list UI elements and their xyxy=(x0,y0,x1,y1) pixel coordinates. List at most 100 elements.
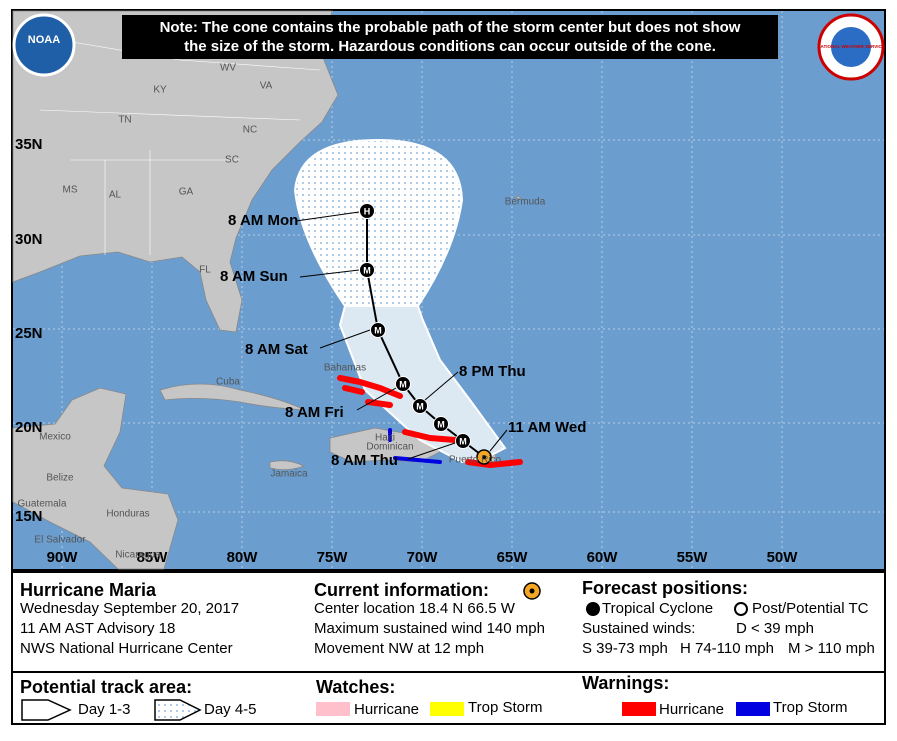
legend-panel xyxy=(11,571,886,725)
place-label: TN xyxy=(118,115,131,126)
lon-label: 80W xyxy=(227,549,259,566)
place-label: Honduras xyxy=(106,509,149,520)
track-symbol: M xyxy=(374,325,382,335)
track-symbol: M xyxy=(399,379,407,389)
nws-text: NATIONAL WEATHER SERVICE xyxy=(817,44,884,49)
lat-label: 20N xyxy=(15,419,43,436)
place-label: Bahamas xyxy=(324,363,366,374)
track-point xyxy=(370,322,386,338)
advisory: 11 AM AST Advisory 18 xyxy=(20,620,175,637)
current-line: Movement NW at 12 mph xyxy=(314,640,484,657)
noaa-logo xyxy=(12,13,76,77)
forecast-label: 8 AM Fri xyxy=(285,404,344,421)
place-label: Belize xyxy=(46,473,74,484)
lon-label: 50W xyxy=(767,549,799,566)
forecast-tc: Tropical Cyclone xyxy=(602,600,713,617)
leader-line xyxy=(489,429,508,452)
forecast-ptc: Post/Potential TC xyxy=(752,600,869,617)
current-icon-dot xyxy=(529,588,535,594)
place-label: WV xyxy=(220,63,236,74)
place-label: FL xyxy=(199,265,211,276)
wind-h: H 74-110 mph xyxy=(680,640,774,657)
track-symbol: M xyxy=(437,419,445,429)
day45-icon xyxy=(154,699,202,721)
center: NWS National Hurricane Center xyxy=(20,640,233,657)
lon-label: 60W xyxy=(587,549,619,566)
track-point xyxy=(433,416,449,432)
lat-label: 15N xyxy=(15,508,43,525)
nws-logo-inner xyxy=(831,27,871,67)
place-label: Haiti xyxy=(375,433,395,444)
lat-label: 35N xyxy=(15,136,43,153)
leader-line xyxy=(299,269,360,278)
place-label: Bermuda xyxy=(505,197,546,208)
forecast-label: 8 AM Thu xyxy=(331,452,398,469)
watch-ts: Trop Storm xyxy=(468,699,542,716)
warn-hurricane-swatch xyxy=(622,702,656,716)
wind-m: M > 110 mph xyxy=(788,640,875,657)
lon-label: 65W xyxy=(497,549,529,566)
track-symbol: M xyxy=(363,265,371,275)
track-points: H M M M M M M xyxy=(359,203,492,465)
watch-ts-swatch xyxy=(430,702,464,716)
track-symbol: M xyxy=(416,401,424,411)
place-label: Puerto Rico xyxy=(449,455,502,466)
place-label: VA xyxy=(260,81,273,92)
leader-line xyxy=(319,329,371,349)
note: the size of the storm. Hazardous conditi… xyxy=(184,38,716,55)
warnings-title: Warnings: xyxy=(582,673,669,693)
land xyxy=(12,10,522,570)
tc-icon xyxy=(586,602,600,616)
place-label: Nicaragua xyxy=(115,550,161,561)
warnings xyxy=(337,375,523,468)
lat-label: 25N xyxy=(15,325,43,342)
warn-ts: Trop Storm xyxy=(773,699,847,716)
track-point xyxy=(455,433,471,449)
place-label: El Salvador xyxy=(34,535,86,546)
lon-label: 75W xyxy=(317,549,349,566)
storm-date: Wednesday September 20, 2017 xyxy=(20,600,239,617)
place-label: Guatemala xyxy=(18,499,67,510)
watches-title: Watches: xyxy=(316,677,395,697)
leader-line xyxy=(295,211,360,222)
current-line: Maximum sustained wind 140 mph xyxy=(314,620,545,637)
place-label: KY xyxy=(153,85,167,96)
map-labels: 90W 85W 80W 75W 70W 65W 60W 55W 50W 35N 30N 25N 20N 1… xyxy=(15,63,798,566)
warn-hurricane: Hurricane xyxy=(659,701,724,718)
warn-ts-swatch xyxy=(736,702,770,716)
lon-label: 85W xyxy=(137,549,169,566)
winds-title: Sustained winds: xyxy=(582,620,695,637)
wind-s: S 39-73 mph xyxy=(582,640,668,657)
track-point xyxy=(412,398,428,414)
watch-hurricane: Hurricane xyxy=(354,701,419,718)
place-label: Dominican xyxy=(366,442,413,453)
forecast-label: 8 PM Thu xyxy=(459,363,526,380)
forecast-label: 11 AM Wed xyxy=(508,419,586,436)
place-label: NC xyxy=(243,125,257,136)
forecast-label: 8 AM Mon xyxy=(228,212,298,229)
current-line: Center location 18.4 N 66.5 W xyxy=(314,600,516,617)
track-area-title: Potential track area: xyxy=(20,677,192,697)
lon-label: 70W xyxy=(407,549,439,566)
forecast-label: 8 AM Sat xyxy=(245,341,308,358)
note-box xyxy=(122,15,778,59)
wind-d: D < 39 mph xyxy=(736,620,814,637)
place-label: Mexico xyxy=(39,432,71,443)
track-symbol: M xyxy=(459,436,467,446)
place-label: Jamaica xyxy=(270,469,308,480)
forecast-label: 8 AM Sun xyxy=(220,268,288,285)
ptc-icon xyxy=(734,602,748,616)
forecast-title: Forecast positions: xyxy=(582,578,748,598)
cone-day4-5 xyxy=(293,138,464,307)
track-symbol: H xyxy=(364,206,371,216)
watch-hurricane-swatch xyxy=(316,702,350,716)
current-title: Current information: xyxy=(314,580,489,600)
track-point xyxy=(359,262,375,278)
place-label: GA xyxy=(179,187,194,198)
borders xyxy=(39,39,321,255)
day13-icon xyxy=(21,699,72,721)
leader-line xyxy=(424,371,459,401)
leader-line xyxy=(356,387,397,411)
place-label: AL xyxy=(109,190,122,201)
